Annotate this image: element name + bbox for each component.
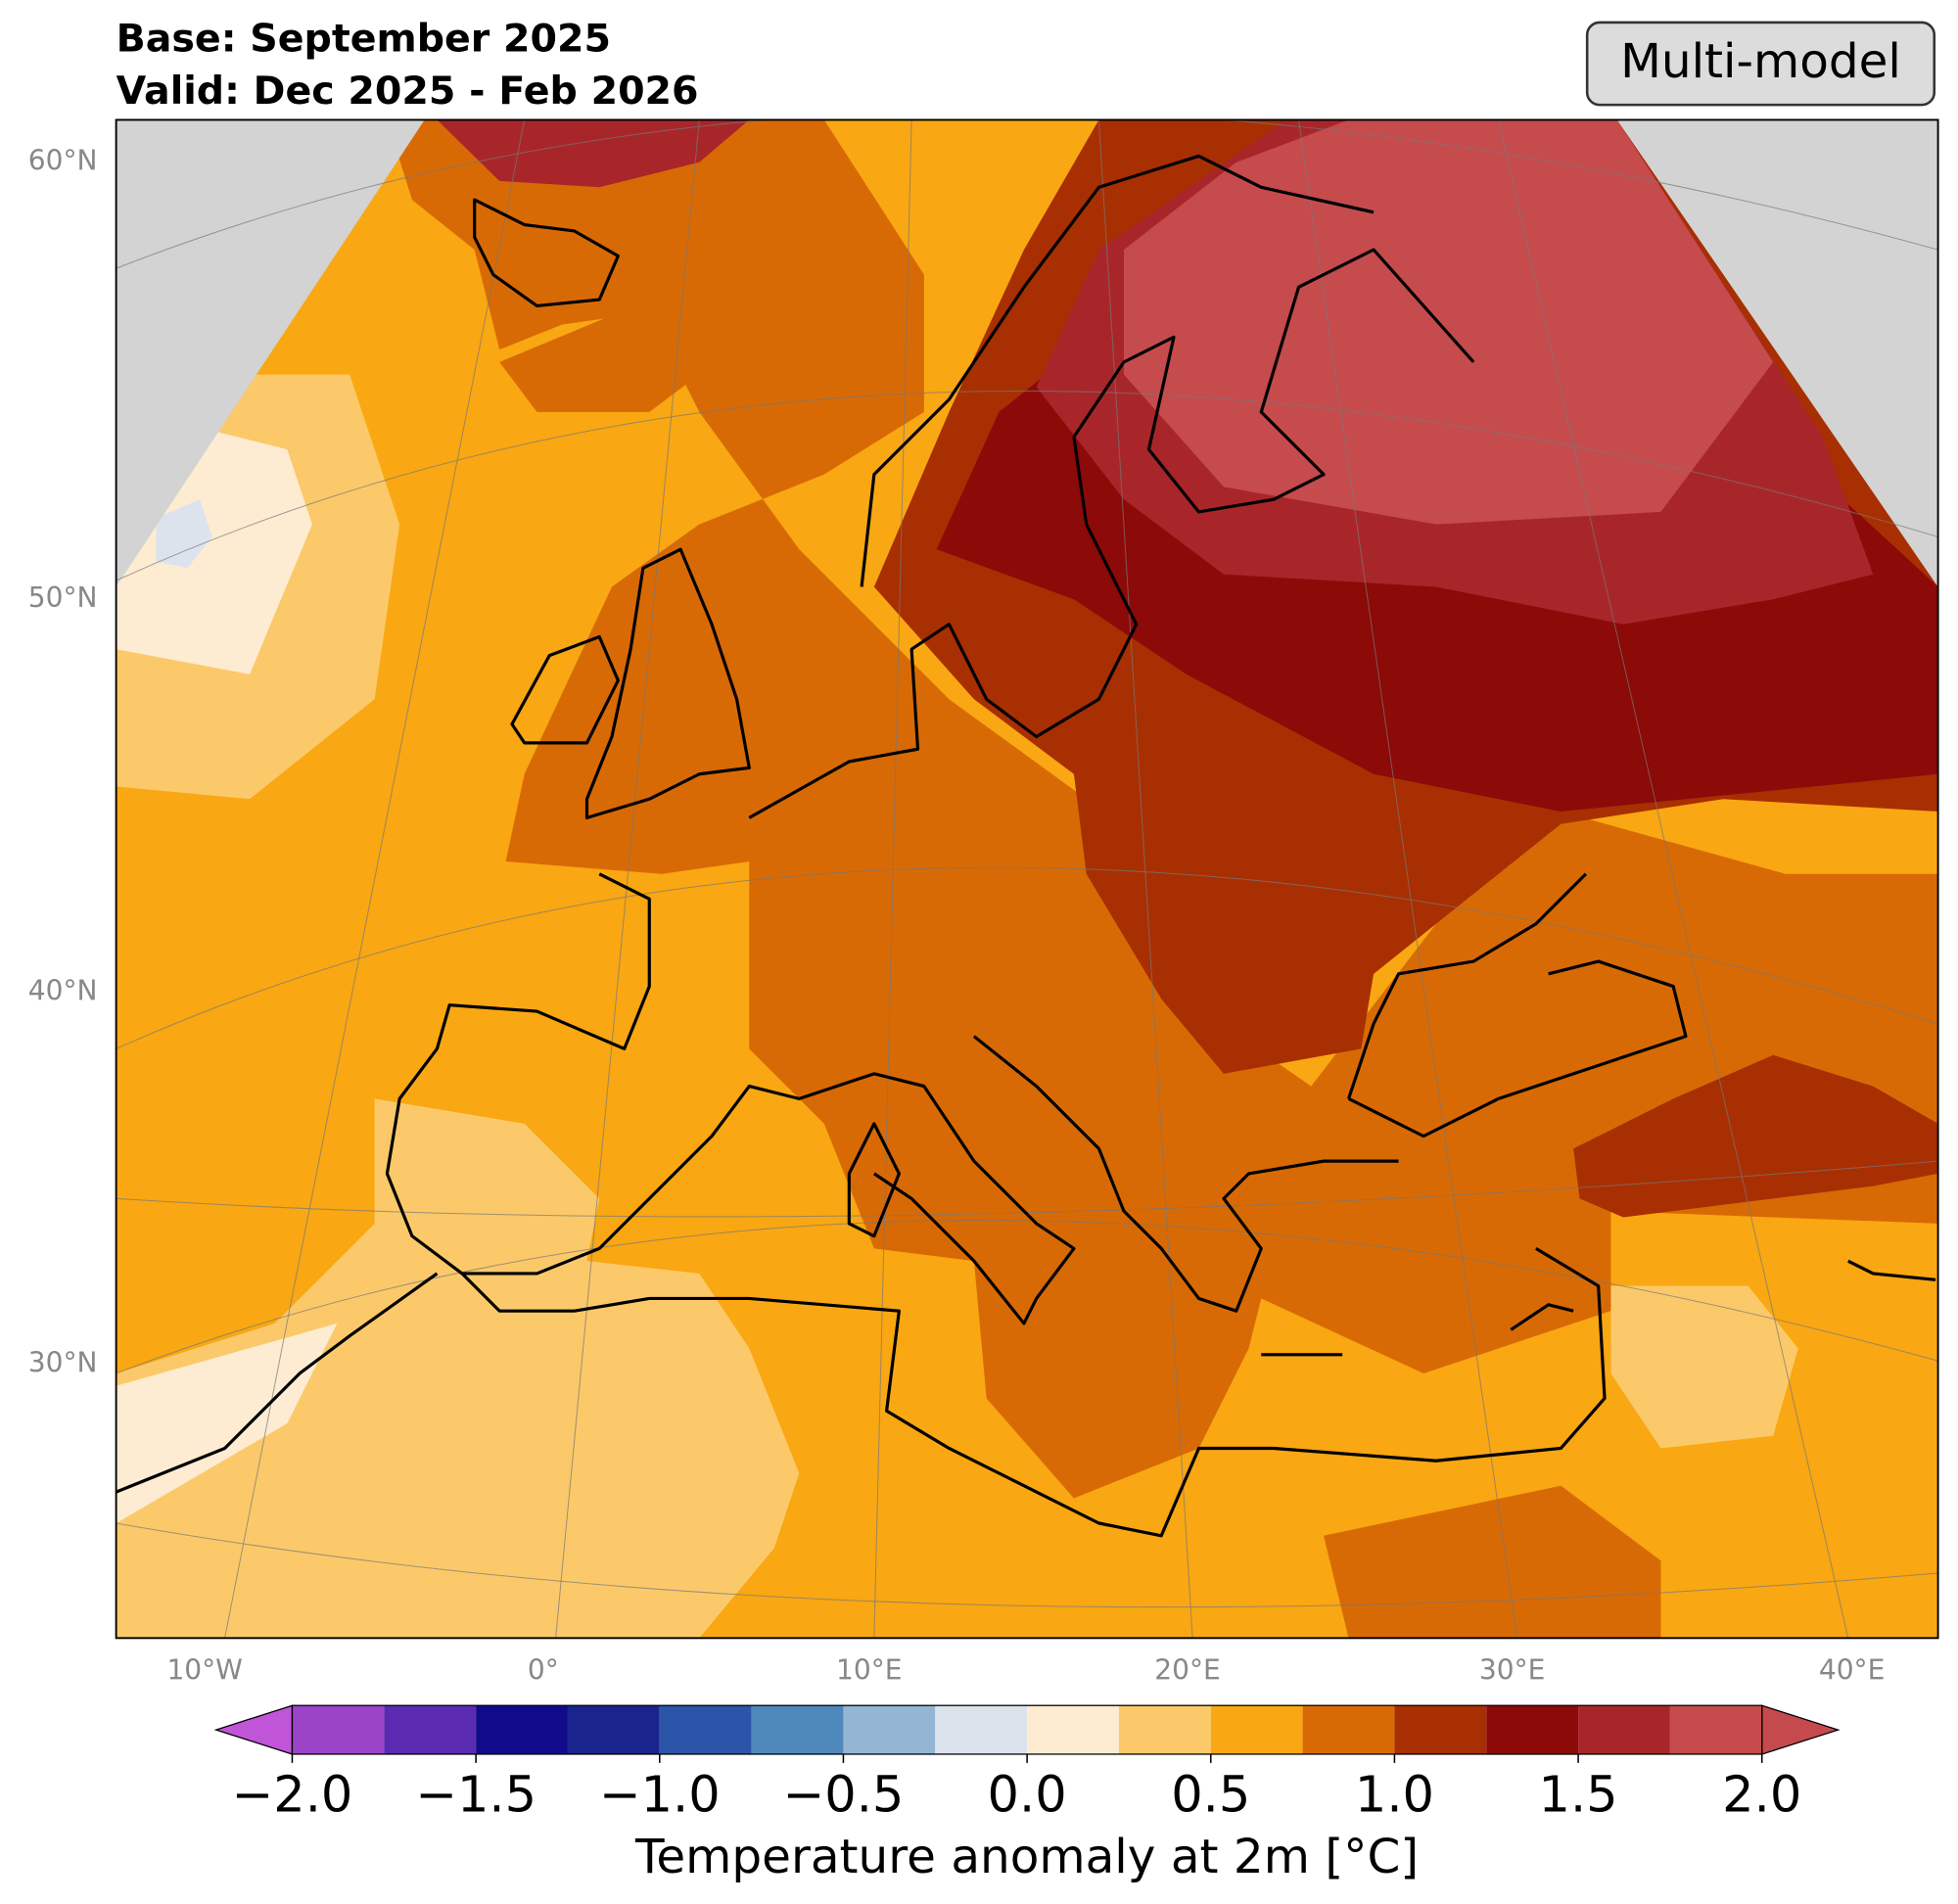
- anomaly-region: [156, 499, 212, 569]
- coastline: [510, 634, 620, 745]
- lon-label: 30°E: [1479, 1653, 1545, 1686]
- anomaly-region: [1573, 1054, 1938, 1218]
- anomaly-region: [116, 1098, 800, 1639]
- colorbar-tick-label: 1.0: [1355, 1767, 1434, 1825]
- anomaly-region: [437, 119, 750, 188]
- colorbar-segment: [1394, 1705, 1487, 1754]
- colorbar-segment: [384, 1705, 477, 1754]
- colorbar-tick-label: 2.0: [1722, 1767, 1801, 1825]
- colorbar-segment: [567, 1705, 660, 1754]
- badge-box: [1585, 21, 1936, 107]
- colorbar-segment: [476, 1705, 568, 1754]
- lon-label: 20°E: [1154, 1653, 1220, 1686]
- coastline: [748, 154, 1475, 819]
- coastline: [584, 547, 751, 819]
- colorbar-segment: [1302, 1705, 1395, 1754]
- colorbar-tick-label: −1.5: [415, 1767, 536, 1825]
- colorbar-segment: [1118, 1705, 1211, 1754]
- coastline: [116, 1247, 1607, 1538]
- subtitle: Valid: Dec 2025 - Feb 2026: [117, 69, 699, 114]
- anomaly-region: [387, 119, 1938, 1499]
- anomaly-region: [1123, 119, 1774, 525]
- coastline: [385, 872, 1076, 1325]
- colorbar-label: Temperature anomaly at 2m [°C]: [634, 1830, 1419, 1884]
- lon-label: 0°: [528, 1653, 559, 1686]
- colorbar-tick-label: −2.0: [232, 1767, 353, 1825]
- anomaly-region: [499, 300, 700, 412]
- colorbar-segment: [1669, 1705, 1762, 1754]
- colorbar-segment: [751, 1705, 844, 1754]
- graticule: [224, 119, 1849, 1639]
- colorbar-segment: [659, 1705, 752, 1754]
- lat-label: 30°N: [28, 1347, 98, 1379]
- colorbar-segment: [1027, 1705, 1119, 1754]
- graticule: [116, 119, 1938, 1608]
- lon-label: 10°W: [166, 1653, 242, 1686]
- lat-label: 50°N: [28, 581, 98, 614]
- colorbar-segment: [935, 1705, 1028, 1754]
- colorbar-segment: [1486, 1705, 1579, 1754]
- lat-label: 60°N: [28, 144, 98, 176]
- lat-label: 40°N: [28, 975, 98, 1007]
- colorbar-segment: [292, 1705, 385, 1754]
- coastline: [473, 198, 620, 308]
- anomaly-region: [116, 1323, 338, 1523]
- colorbar-tick-label: −1.0: [599, 1767, 721, 1825]
- map-frame: [115, 118, 1939, 1640]
- colorbar-segment: [1578, 1705, 1670, 1754]
- anomaly-region: [1610, 1285, 1798, 1449]
- anomaly-region: [1324, 1485, 1661, 1639]
- colorbar-tick-label: 1.5: [1539, 1767, 1618, 1825]
- colorbar-segment: [1210, 1705, 1303, 1754]
- coastline: [972, 872, 1688, 1313]
- badge: Multi-model: [1620, 34, 1901, 89]
- colorbar-tick-label: 0.0: [988, 1767, 1067, 1825]
- lon-label: 10°E: [836, 1653, 902, 1686]
- coastline: [1261, 1259, 1936, 1357]
- colorbar-tick-label: −0.5: [783, 1767, 905, 1825]
- colorbar-tick-label: 0.5: [1171, 1767, 1250, 1825]
- map-fields: [116, 119, 1938, 1639]
- title: Base: September 2025: [117, 16, 611, 61]
- map: [115, 118, 1939, 1640]
- colorbar-segment: [843, 1705, 936, 1754]
- lon-label: 40°E: [1819, 1653, 1885, 1686]
